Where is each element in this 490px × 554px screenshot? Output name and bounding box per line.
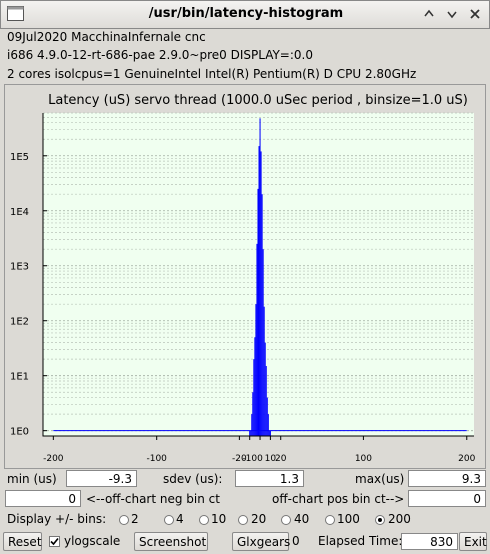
label: min (us) <box>7 472 57 486</box>
bar <box>263 306 265 436</box>
bar <box>259 118 261 436</box>
label: Elapsed Time: <box>318 534 403 548</box>
bar <box>252 392 254 436</box>
y-tick-label: 1E4 <box>10 207 29 218</box>
radio-label[interactable]: 40 <box>294 512 310 526</box>
x-tick-label: 20 <box>275 454 287 464</box>
checkbox-label[interactable]: ylogscale <box>64 534 121 548</box>
maximize-button[interactable] <box>444 6 460 22</box>
glxgears-button[interactable]: Glxgears <box>232 532 290 551</box>
chart-group: Latency (uS) servo thread (1000.0 uSec p… <box>4 84 486 469</box>
bar <box>254 337 256 436</box>
info-line: i686 4.9.0-12-rt-686-pae 2.9.0~pre0 DISP… <box>7 48 313 62</box>
radio-button[interactable] <box>238 515 248 525</box>
radio-label[interactable]: 100 <box>337 512 360 526</box>
ylogscale-checkbox[interactable] <box>49 536 60 547</box>
bar <box>268 430 270 436</box>
bar <box>262 249 264 436</box>
pos-count-field: 0 <box>408 490 486 507</box>
exit-button[interactable]: Exit <box>459 532 487 551</box>
label: sdev (us): <box>163 472 223 486</box>
sdev-field: 1.3 <box>235 470 304 487</box>
bar <box>264 342 266 436</box>
x-tick-label: -20 <box>232 454 247 464</box>
elapsed-field: 830 <box>401 533 458 550</box>
radio-button[interactable] <box>199 515 209 525</box>
minimize-button[interactable] <box>421 6 437 22</box>
window-icon <box>7 6 24 21</box>
bar <box>265 366 267 436</box>
x-tick-label: -200 <box>43 454 64 464</box>
label: off-chart pos bin ct--> <box>272 492 405 506</box>
x-tick-label: 200 <box>458 454 475 464</box>
y-tick-label: 1E5 <box>10 152 29 163</box>
max-field: 9.3 <box>408 470 486 487</box>
info-line: 09Jul2020 MacchinaInfernale cnc <box>7 30 206 44</box>
bar <box>257 188 259 436</box>
x-tick-label: 10 <box>265 454 277 464</box>
bar <box>258 146 260 436</box>
check-mark <box>50 537 59 546</box>
bar <box>266 397 268 436</box>
x-tick-label: -100 <box>146 454 167 464</box>
bar <box>260 151 262 436</box>
reset-button[interactable]: Reset <box>3 532 42 551</box>
radio-button[interactable] <box>325 515 335 525</box>
window-title: /usr/bin/latency-histogram <box>148 6 344 21</box>
bar <box>267 414 269 436</box>
info-line: 2 cores isolcpus=1 GenuineIntel Intel(R)… <box>7 67 417 81</box>
x-tick-label: 0 <box>257 454 263 464</box>
plot-border <box>42 113 474 437</box>
x-tick-label: 100 <box>355 454 372 464</box>
radio-label[interactable]: 4 <box>176 512 184 526</box>
radio-label[interactable]: 2 <box>131 512 139 526</box>
label: max(us) <box>355 472 405 486</box>
label: Display +/- bins: <box>7 512 107 526</box>
y-tick-label: 1E0 <box>10 427 29 438</box>
bar <box>253 359 255 436</box>
radio-button[interactable] <box>119 515 129 525</box>
bar <box>255 304 257 436</box>
bar <box>250 430 252 436</box>
label: <--off-chart neg bin ct <box>86 492 220 506</box>
x-tick-label: -10 <box>242 454 257 464</box>
bar <box>256 243 258 436</box>
bar <box>261 194 263 436</box>
y-tick-label: 1E1 <box>10 372 29 383</box>
chart: Latency (uS) servo thread (1000.0 uSec p… <box>4 84 486 469</box>
close-button[interactable] <box>467 6 483 22</box>
bar <box>249 430 251 436</box>
y-tick-label: 1E3 <box>10 262 29 273</box>
y-tick-label: 1E2 <box>10 317 29 328</box>
radio-label[interactable]: 10 <box>211 512 227 526</box>
bar <box>269 430 271 436</box>
min-field: -9.3 <box>66 470 137 487</box>
glxgears-count: 0 <box>292 534 300 548</box>
radio-button[interactable] <box>164 515 174 525</box>
bar <box>251 414 253 436</box>
screenshot-button[interactable]: Screenshot <box>134 532 208 551</box>
chart-title: Latency (uS) servo thread (1000.0 uSec p… <box>48 93 468 108</box>
radio-button[interactable] <box>375 515 385 525</box>
title-bar: /usr/bin/latency-histogram <box>0 0 490 29</box>
radio-label[interactable]: 20 <box>251 512 267 526</box>
neg-count-field: 0 <box>5 490 81 507</box>
radio-label[interactable]: 200 <box>388 512 411 526</box>
radio-button[interactable] <box>281 515 291 525</box>
